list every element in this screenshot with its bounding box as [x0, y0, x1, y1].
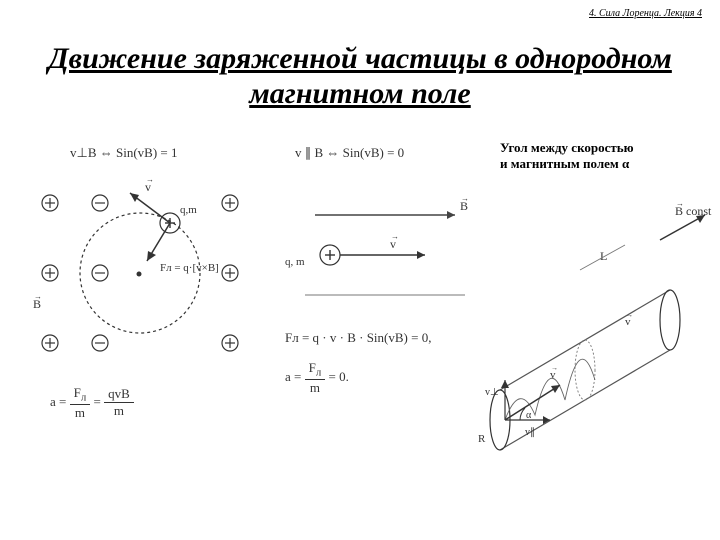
panel-perpendicular: v⊥B ⇔ Sin(vB) = 1 v → Fл = q·[v×B] q,m: [20, 145, 260, 475]
svg-text:R: R: [478, 433, 486, 445]
diagram-helix: B const → L v → v∥ v⊥ α R v →: [470, 180, 720, 480]
title-line1: Движение заряженной частицы в однородном: [48, 42, 672, 75]
subtitle-alpha: Угол между скоростью и магнитным полем α: [500, 140, 634, 172]
panel-parallel: v ∥ B ⇔ Sin(vB) = 0 B → q, m v → Fл = q …: [275, 145, 475, 475]
svg-text:→: →: [34, 292, 42, 301]
svg-text:L: L: [600, 249, 607, 263]
a-eq-left: a = Fлm = qvBm: [50, 385, 134, 421]
svg-text:q, m: q, m: [285, 256, 305, 268]
svg-text:v⊥: v⊥: [485, 387, 499, 398]
subtitle-line1: Угол между скоростью: [500, 140, 634, 155]
cond-perp: v⊥B ⇔ Sin(vB) = 1: [70, 145, 178, 161]
header-lecture: 4. Сила Лоренца. Лекция 4: [589, 8, 702, 19]
page-title: Движение заряженной частицы в однородном…: [0, 42, 720, 111]
svg-text:→: →: [146, 175, 154, 184]
svg-text:→: →: [626, 311, 633, 319]
subtitle-line2: и магнитным полем α: [500, 156, 629, 171]
svg-text:→: →: [461, 194, 469, 203]
svg-text:→: →: [676, 199, 684, 208]
cond-par: v ∥ B ⇔ Sin(vB) = 0: [295, 145, 404, 161]
svg-text:Fл = q·[v×B]: Fл = q·[v×B]: [160, 262, 219, 274]
diagram-parallel: B → q, m v →: [275, 185, 475, 335]
svg-text:q,m: q,m: [180, 204, 197, 216]
a-eq-par: a = Fлm = 0.: [285, 360, 349, 396]
title-line2: магнитном поле: [249, 77, 471, 110]
svg-text:α: α: [526, 410, 532, 421]
F-eq-par: Fл = q · v · B · Sin(vB) = 0,: [285, 330, 431, 346]
svg-text:v∥: v∥: [525, 427, 535, 438]
svg-text:→: →: [391, 232, 399, 241]
svg-text:→: →: [551, 364, 558, 372]
panel-helix: B const → L v → v∥ v⊥ α R v →: [470, 180, 720, 500]
